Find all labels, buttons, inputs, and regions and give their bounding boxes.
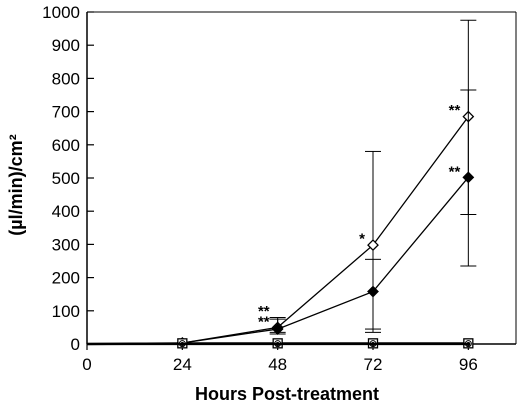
series-line bbox=[86, 116, 469, 345]
data-point bbox=[275, 342, 280, 346]
data-point bbox=[180, 342, 185, 346]
data-point bbox=[271, 323, 284, 335]
y-tick-label: 700 bbox=[52, 103, 80, 122]
significance-label: ** bbox=[449, 163, 461, 180]
significance-label: ** bbox=[258, 313, 270, 330]
significance-label: ** bbox=[258, 303, 270, 320]
x-tick-label: 24 bbox=[173, 355, 192, 374]
x-tick-label: 96 bbox=[459, 355, 478, 374]
data-point bbox=[466, 342, 471, 346]
axes: 0 100 200 300 400 500 600 700 800 900 1000 0 24 48 72 9… bbox=[42, 3, 517, 374]
data-point bbox=[371, 342, 375, 346]
y-tick-label: 500 bbox=[52, 169, 80, 188]
y-tick-label: 200 bbox=[52, 269, 80, 288]
y-tick-label: 900 bbox=[52, 36, 80, 55]
significance-label: * bbox=[359, 230, 365, 247]
x-axis-title: Hours Post-treatment bbox=[195, 384, 379, 404]
y-tick-label: 400 bbox=[52, 202, 80, 221]
y-tick-label: 600 bbox=[52, 136, 80, 155]
y-tick-label: 300 bbox=[52, 235, 80, 254]
series-group bbox=[86, 19, 477, 349]
x-tick-label: 72 bbox=[364, 355, 383, 374]
data-point bbox=[367, 285, 379, 298]
significance-label: ** bbox=[449, 102, 461, 119]
annotations-group: ********* bbox=[258, 102, 461, 330]
y-tick-label: 0 bbox=[71, 335, 80, 354]
data-point bbox=[462, 171, 475, 184]
x-tick-label: 0 bbox=[82, 355, 91, 374]
data-point bbox=[367, 239, 379, 251]
y-tick-label: 800 bbox=[52, 69, 80, 88]
y-axis-title: (µl/min)/cm² bbox=[6, 134, 26, 235]
y-tick-label: 100 bbox=[52, 302, 80, 321]
x-tick-label: 48 bbox=[268, 355, 287, 374]
y-tick-label: 1000 bbox=[42, 3, 80, 22]
